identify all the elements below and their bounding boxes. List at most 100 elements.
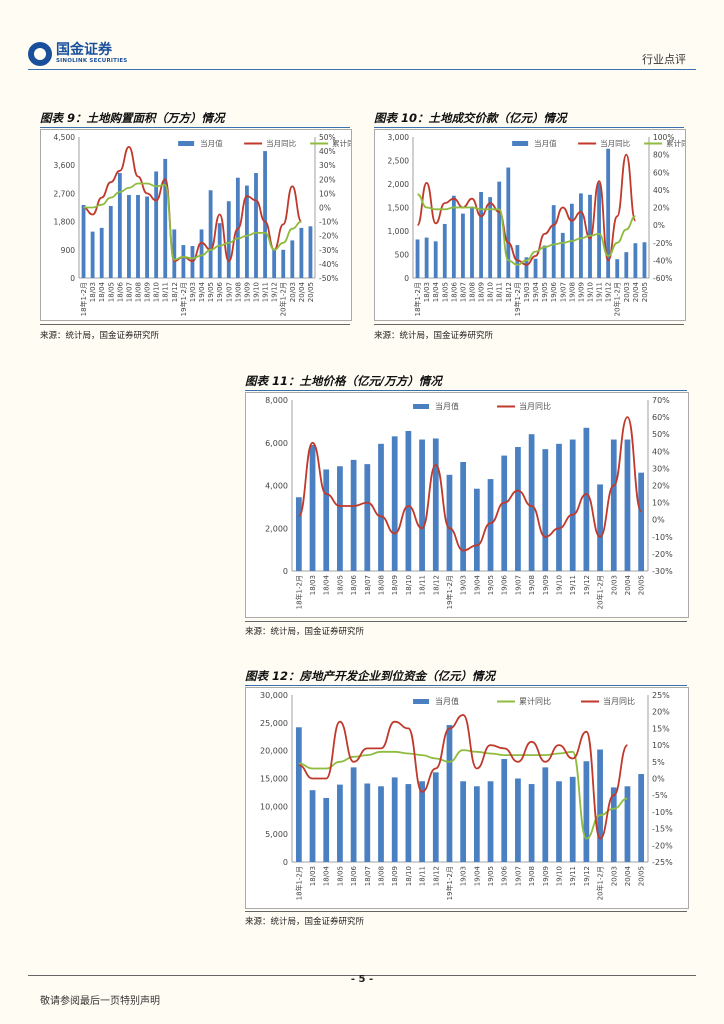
figure-12-source-rule bbox=[245, 911, 687, 912]
fig11-bar bbox=[295, 497, 302, 571]
fig12-bar bbox=[624, 786, 631, 862]
fig11-x-tick: 18/07 bbox=[364, 575, 372, 595]
fig10-line-cumulative-yoy bbox=[417, 193, 636, 266]
fig12-bar bbox=[391, 777, 398, 862]
fig11-x-tick: 18/08 bbox=[378, 575, 386, 595]
fig9-line-monthly-yoy bbox=[83, 145, 303, 263]
fig12-y-right-tick: -20% bbox=[652, 841, 673, 850]
fig11-x-tick: 20/04 bbox=[624, 574, 632, 595]
fig11-bar bbox=[542, 449, 549, 571]
fig9-x-tick: 20/03 bbox=[289, 282, 297, 302]
fig11-bar bbox=[309, 444, 316, 571]
fig9-x-tick: 19/11 bbox=[262, 282, 270, 302]
fig9-legend-item: 当月同比 bbox=[244, 138, 297, 148]
fig11-bar bbox=[624, 439, 631, 571]
fig10-legend-item: 当月同比 bbox=[578, 138, 631, 148]
fig10-x-tick: 18/12 bbox=[505, 282, 513, 302]
fig9-bar bbox=[290, 240, 295, 278]
fig12-bar bbox=[295, 727, 302, 862]
fig10-x-tick: 19/05 bbox=[541, 282, 549, 302]
fig12-bar bbox=[323, 797, 330, 862]
figure-12-title: 图表 12：房地产开发企业到位资金（亿元）情况 bbox=[245, 669, 496, 683]
fig10-x-tick: 19/06 bbox=[550, 281, 558, 302]
fig12-legend-label: 当月值 bbox=[435, 696, 459, 706]
fig9-bar bbox=[254, 173, 258, 278]
fig11-x-tick: 19/03 bbox=[460, 575, 468, 595]
fig11-y-left-tick: 2,000 bbox=[265, 524, 288, 533]
fig10-x-tick: 18年1-2月 bbox=[413, 282, 422, 316]
fig9-x-tick: 18/11 bbox=[162, 282, 170, 302]
fig9-x-tick: 19/08 bbox=[234, 282, 242, 302]
fig11-bar bbox=[364, 464, 371, 571]
fig11-legend-item: 当月同比 bbox=[497, 401, 551, 411]
fig9-bar bbox=[299, 227, 304, 278]
fig12-y-right-tick: -15% bbox=[652, 825, 673, 834]
fig11-line-monthly-yoy bbox=[297, 416, 643, 552]
fig10-bar bbox=[533, 258, 538, 278]
fig9-bar bbox=[163, 158, 168, 278]
page-number: - 5 - bbox=[350, 974, 374, 985]
fig10-x-tick: 18/11 bbox=[496, 282, 504, 302]
fig10-x-tick: 18/06 bbox=[450, 281, 458, 302]
fig10-legend-label: 当月同比 bbox=[600, 138, 630, 148]
fig12-x-tick: 18/12 bbox=[432, 866, 440, 886]
fig9-bar bbox=[272, 249, 277, 278]
fig9-y-left-tick: 3,600 bbox=[54, 161, 76, 170]
fig9-x-tick: 19/07 bbox=[225, 282, 233, 302]
fig10-bar bbox=[551, 205, 556, 278]
fig9-legend-swatch bbox=[178, 141, 195, 146]
fig10-bar bbox=[479, 191, 483, 278]
fig9-bar bbox=[117, 173, 122, 278]
fig9-y-right-tick: 10% bbox=[319, 189, 336, 198]
fig11-bar bbox=[610, 439, 617, 571]
fig10-bar bbox=[506, 167, 511, 278]
fig9-y-right-tick: 0% bbox=[319, 204, 331, 213]
fig10-x-tick: 18/07 bbox=[459, 282, 467, 302]
fig9-x-tick: 18/03 bbox=[89, 282, 97, 302]
fig9-bar bbox=[245, 185, 249, 278]
fig9-x-tick: 18/05 bbox=[107, 282, 115, 302]
fig12-x-tick: 18/07 bbox=[364, 866, 372, 886]
fig11-legend-label: 当月同比 bbox=[519, 401, 551, 411]
fig9-bar bbox=[308, 226, 313, 278]
fig9-x-tick: 18年1-2月 bbox=[79, 282, 88, 316]
fig11-y-left-tick: 8,000 bbox=[265, 396, 288, 405]
fig12-bar bbox=[432, 772, 439, 862]
fig11-y-right-tick: -20% bbox=[652, 550, 673, 559]
fig12-x-tick: 19/05 bbox=[487, 866, 495, 886]
fig9-y-right-tick: -40% bbox=[319, 260, 338, 269]
figure-10-source-rule bbox=[374, 324, 684, 325]
fig12-y-right-tick: 15% bbox=[652, 724, 670, 733]
fig9-x-tick: 20/05 bbox=[307, 282, 315, 302]
fig9-line-cumulative-yoy bbox=[83, 182, 302, 261]
fig9-x-tick: 19/06 bbox=[216, 281, 224, 302]
fig12-x-tick: 18年1-2月 bbox=[294, 866, 303, 900]
fig10-y-left-tick: 0 bbox=[404, 274, 409, 283]
fig9-bar bbox=[190, 246, 195, 278]
fig11-y-right-tick: 70% bbox=[652, 396, 670, 405]
fig11-svg: 0 2,000 4,000 6,000 8,000 -30% -20% -10% 0% 10% 20… bbox=[265, 396, 673, 609]
fig12-x-tick: 19/11 bbox=[569, 866, 577, 886]
fig12-bar bbox=[337, 784, 343, 862]
fig10-y-right-tick: -20% bbox=[653, 239, 672, 248]
fig11-x-tick: 19/12 bbox=[583, 575, 591, 595]
fig11-bar bbox=[460, 461, 467, 571]
fig12-legend-label: 累计同比 bbox=[519, 696, 551, 706]
fig10-x-tick: 19/09 bbox=[577, 282, 585, 302]
fig10-x-tick: 19/11 bbox=[596, 282, 604, 302]
fig10-y-right-tick: 40% bbox=[653, 186, 670, 195]
fig9-bar bbox=[90, 231, 95, 278]
fig12-y-left-tick: 30,000 bbox=[260, 691, 288, 700]
fig10-svg: 0 500 1,000 1,500 2,000 2,500 3,000 -60% -40% -20… bbox=[388, 133, 685, 316]
fig12-legend-item: 当月值 bbox=[413, 696, 459, 706]
fig9-x-tick: 19/12 bbox=[271, 282, 279, 302]
fig12-y-right-tick: 5% bbox=[652, 758, 665, 767]
fig10-y-left-tick: 500 bbox=[395, 251, 410, 260]
fig10-x-tick: 20/05 bbox=[641, 282, 649, 302]
fig9-bar bbox=[208, 190, 213, 278]
fig9-bar bbox=[199, 229, 204, 278]
fig9-y-left-tick: 900 bbox=[61, 246, 76, 255]
fig11-x-tick: 19年1-2月 bbox=[445, 575, 454, 609]
fig10-y-right-tick: -60% bbox=[653, 274, 672, 283]
figure-11-chart: 0 2,000 4,000 6,000 8,000 -30% -20% -10% 0% 10% 20… bbox=[245, 392, 689, 618]
